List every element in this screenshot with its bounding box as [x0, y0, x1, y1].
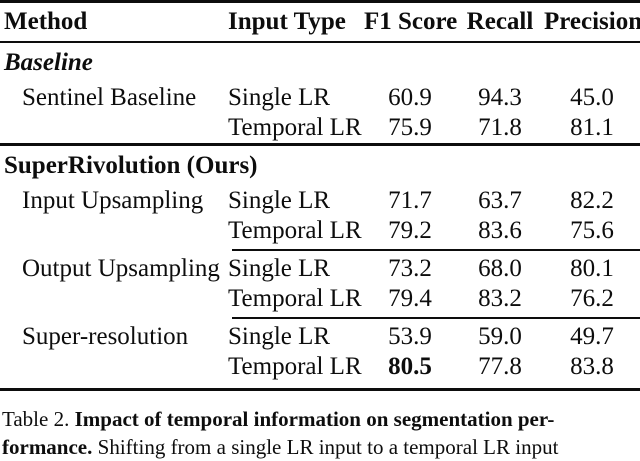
- col-header-precision: Precision: [544, 8, 640, 35]
- recall-cell: 63.7: [478, 187, 522, 214]
- table-rule-header: [0, 41, 640, 43]
- col-header-recall: Recall: [466, 8, 534, 35]
- results-table: Method Input Type F1 Score Recall Precis…: [0, 0, 640, 391]
- group-label: Baseline: [4, 49, 93, 76]
- caption-title-bold-cont: formance.: [2, 435, 93, 459]
- table-row: Sentinel Baseline Single LR 60.9 94.3 45…: [0, 83, 640, 113]
- method-cell: [0, 113, 224, 143]
- input-type-cell: Temporal LR: [228, 285, 362, 312]
- recall-cell: 83.6: [478, 217, 522, 244]
- precision-cell: 80.1: [570, 255, 614, 282]
- caption-label: Table 2.: [2, 407, 75, 431]
- recall-cell: 59.0: [478, 323, 522, 350]
- table-rule-top: [0, 0, 640, 3]
- method-cell: Input Upsampling: [22, 187, 204, 214]
- f1-cell: 53.9: [388, 323, 432, 350]
- table-row: Temporal LR 79.4 83.2 76.2: [0, 284, 640, 314]
- table-rule-section: [0, 143, 640, 146]
- f1-cell: 79.4: [388, 285, 432, 312]
- precision-cell: 83.8: [570, 353, 614, 380]
- input-type-cell: Temporal LR: [228, 217, 362, 244]
- method-cell: [0, 352, 224, 382]
- f1-cell: 75.9: [388, 114, 432, 141]
- precision-cell: 81.1: [570, 114, 614, 141]
- f1-cell-best: 80.5: [388, 353, 432, 380]
- input-type-cell: Single LR: [228, 255, 331, 282]
- recall-cell: 94.3: [478, 84, 522, 111]
- method-cell: [0, 284, 224, 314]
- method-cell: [0, 216, 224, 246]
- recall-cell: 77.8: [478, 353, 522, 380]
- precision-cell: 45.0: [570, 84, 614, 111]
- table-rule-midsection: [232, 317, 640, 319]
- input-type-cell: Single LR: [228, 84, 331, 111]
- method-cell: Super-resolution: [22, 323, 189, 350]
- group-label: SuperRivolution (Ours): [4, 152, 258, 179]
- table-header-row: Method Input Type F1 Score Recall Precis…: [0, 3, 640, 41]
- table-row: Temporal LR 80.5 77.8 83.8: [0, 352, 640, 382]
- f1-cell: 79.2: [388, 217, 432, 244]
- recall-cell: 83.2: [478, 285, 522, 312]
- table-row: Temporal LR 75.9 71.8 81.1: [0, 113, 640, 143]
- table-rule-midsection: [232, 249, 640, 251]
- f1-cell: 60.9: [388, 84, 432, 111]
- input-type-cell: Temporal LR: [228, 114, 362, 141]
- col-header-method: Method: [4, 8, 88, 35]
- method-cell: Sentinel Baseline: [22, 84, 197, 111]
- col-header-input-type: Input Type: [228, 8, 346, 35]
- caption-title-bold: Impact of temporal information on segmen…: [74, 407, 555, 431]
- recall-cell: 68.0: [478, 255, 522, 282]
- table-row: Output Upsampling Single LR 73.2 68.0 80…: [0, 254, 640, 284]
- method-cell: Output Upsampling: [22, 255, 220, 282]
- caption-line-1: Table 2. Impact of temporal information …: [2, 405, 640, 433]
- recall-cell: 71.8: [478, 114, 522, 141]
- table-row: Super-resolution Single LR 53.9 59.0 49.…: [0, 322, 640, 352]
- col-header-f1-score: F1 Score: [364, 8, 458, 35]
- table-row: Input Upsampling Single LR 71.7 63.7 82.…: [0, 186, 640, 216]
- group-header-ours: SuperRivolution (Ours): [0, 146, 640, 186]
- caption-body-text: Shifting from a single LR input to a tem…: [92, 435, 559, 459]
- precision-cell: 49.7: [570, 323, 614, 350]
- f1-cell: 73.2: [388, 255, 432, 282]
- input-type-cell: Temporal LR: [228, 353, 362, 380]
- precision-cell: 76.2: [570, 285, 614, 312]
- precision-cell: 82.2: [570, 187, 614, 214]
- table-rule-bottom: [0, 388, 640, 391]
- input-type-cell: Single LR: [228, 323, 331, 350]
- input-type-cell: Single LR: [228, 187, 331, 214]
- f1-cell: 71.7: [388, 187, 432, 214]
- caption-line-2: formance. Shifting from a single LR inpu…: [2, 433, 640, 461]
- precision-cell: 75.6: [570, 217, 614, 244]
- table-caption: Table 2. Impact of temporal information …: [0, 405, 640, 461]
- group-header-baseline: Baseline: [0, 43, 640, 83]
- table-row: Temporal LR 79.2 83.6 75.6: [0, 216, 640, 246]
